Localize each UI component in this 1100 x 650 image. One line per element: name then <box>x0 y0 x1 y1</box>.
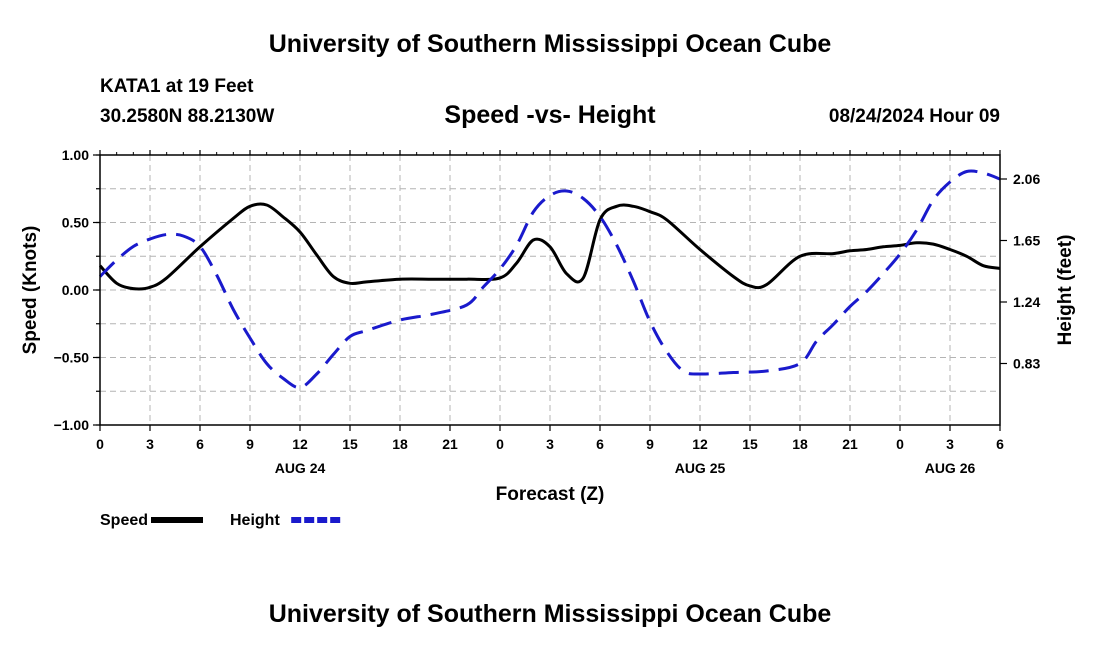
x-tick-label: 9 <box>246 436 254 452</box>
legend: Speed Height <box>100 512 344 529</box>
footer-title: University of Southern Mississippi Ocean… <box>268 600 832 628</box>
y2-tick-label: 1.65 <box>1013 233 1040 249</box>
forecast-datetime: 08/24/2024 Hour 09 <box>828 106 1000 127</box>
chart-subtitle: Speed -vs- Height <box>444 101 656 129</box>
grid <box>100 155 1000 425</box>
x-tick-label: 3 <box>146 436 154 452</box>
series-layer <box>98 169 1001 390</box>
page-title: University of Southern Mississippi Ocean… <box>268 30 832 58</box>
y2-tick-label: 1.24 <box>1013 294 1040 310</box>
x-tick-label: 9 <box>646 436 654 452</box>
legend-label-height: Height <box>230 512 280 529</box>
y-tick-label: 1.00 <box>62 147 89 163</box>
series-line-speed <box>98 202 1001 291</box>
x-tick-label: 6 <box>996 436 1004 452</box>
x-tick-label: 6 <box>196 436 204 452</box>
y2-tick-label: 0.83 <box>1013 356 1040 372</box>
y-tick-label: −1.00 <box>54 417 90 433</box>
x-tick-label: 0 <box>96 436 104 452</box>
x-tick-label: 18 <box>792 436 808 452</box>
x-tick-label: 3 <box>946 436 954 452</box>
series-line-height <box>98 169 1001 390</box>
date-label: AUG 24 <box>275 460 326 476</box>
y2-axis-title: Height (feet) <box>1055 235 1076 346</box>
x-tick-label: 15 <box>742 436 758 452</box>
x-tick-label: 15 <box>342 436 358 452</box>
x-tick-label: 12 <box>292 436 308 452</box>
x-tick-label: 18 <box>392 436 408 452</box>
x-axis-title: Forecast (Z) <box>496 484 605 505</box>
y-tick-label: 0.00 <box>62 282 89 298</box>
ticks: 0 3 6 9 12 15 18 21 0 3 6 9 12 15 18 21 0 3 6 −1.00 −0.50 0.0… <box>20 147 1076 505</box>
x-tick-label: 21 <box>442 436 458 452</box>
x-tick-label: 12 <box>692 436 708 452</box>
date-label: AUG 25 <box>675 460 726 476</box>
coordinates-label: 30.2580N 88.2130W <box>100 106 275 127</box>
station-label: KATA1 at 19 Feet <box>100 76 254 97</box>
y-tick-label: 0.50 <box>62 215 89 231</box>
x-tick-label: 6 <box>596 436 604 452</box>
date-label: AUG 26 <box>925 460 976 476</box>
y-axis-title: Speed (Knots) <box>20 226 41 355</box>
x-tick-label: 0 <box>496 436 504 452</box>
x-tick-label: 3 <box>546 436 554 452</box>
legend-label-speed: Speed <box>100 512 148 529</box>
x-tick-label: 21 <box>842 436 858 452</box>
x-tick-label: 0 <box>896 436 904 452</box>
y-tick-label: −0.50 <box>54 350 90 366</box>
y2-tick-label: 2.06 <box>1013 171 1040 187</box>
